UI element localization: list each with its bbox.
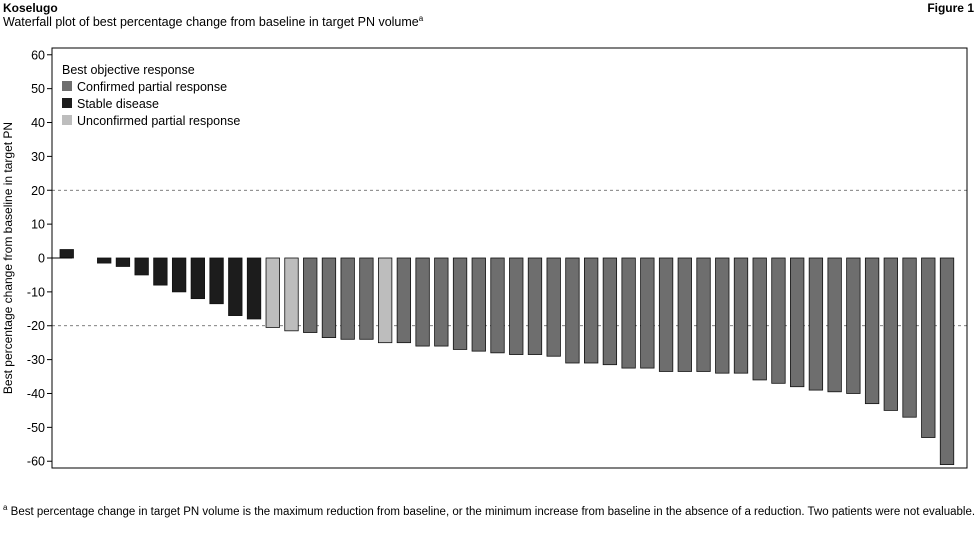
bar-patient-45 bbox=[883, 257, 898, 411]
legend-label-upr: Unconfirmed partial response bbox=[77, 114, 240, 128]
bar-patient-46 bbox=[902, 257, 917, 418]
bar-patient-7 bbox=[171, 257, 187, 293]
bar-patient-16 bbox=[340, 257, 355, 340]
bar-patient-12 bbox=[265, 257, 280, 328]
bar-patient-42 bbox=[827, 257, 842, 393]
y-tick-label: 10 bbox=[31, 218, 45, 232]
bar-patient-1 bbox=[59, 249, 74, 259]
bar-patient-14 bbox=[303, 257, 318, 333]
y-tick-label: -10 bbox=[27, 285, 45, 299]
bar-patient-3 bbox=[97, 257, 112, 264]
bar-patient-4 bbox=[115, 257, 131, 267]
bar-patient-21 bbox=[434, 257, 449, 347]
y-tick-label: 60 bbox=[31, 48, 45, 62]
bar-patient-8 bbox=[190, 257, 205, 300]
footnote: a Best percentage change in target PN vo… bbox=[3, 503, 975, 518]
figure-label: Figure 1 bbox=[927, 1, 974, 15]
subtitle-text: Waterfall plot of best percentage change… bbox=[3, 15, 419, 30]
bar-patient-27 bbox=[546, 257, 561, 357]
y-tick-label: -60 bbox=[27, 455, 45, 469]
bar-patient-28 bbox=[565, 257, 580, 364]
bar-patient-15 bbox=[321, 257, 337, 338]
subtitle-footnote-marker: a bbox=[418, 14, 424, 23]
y-tick-label: 40 bbox=[31, 116, 45, 130]
y-tick-label: 0 bbox=[38, 252, 45, 266]
bar-patient-31 bbox=[621, 257, 636, 369]
y-axis: 60 50 40 30 20 10 0 -10 -20 -30 -40 -50 -60 bbox=[27, 47, 968, 469]
y-tick-label: 20 bbox=[31, 184, 45, 198]
bars bbox=[59, 249, 955, 466]
bar-patient-24 bbox=[490, 257, 505, 354]
y-tick-label: -30 bbox=[27, 353, 45, 367]
bar-patient-5 bbox=[134, 257, 149, 276]
bar-patient-47 bbox=[921, 257, 936, 438]
bar-patient-9 bbox=[209, 257, 224, 305]
bar-patient-11 bbox=[246, 257, 262, 320]
bar-patient-41 bbox=[808, 257, 824, 391]
bar-patient-25 bbox=[509, 257, 524, 355]
bar-patient-10 bbox=[228, 257, 243, 316]
legend: Best objective response Confirmed partial… bbox=[62, 63, 240, 128]
bar-patient-32 bbox=[640, 257, 655, 369]
legend-swatch-sd bbox=[62, 98, 72, 108]
y-tick-label: 50 bbox=[31, 82, 45, 96]
bar-patient-35 bbox=[696, 257, 711, 372]
legend-swatch-cpr bbox=[62, 81, 72, 91]
y-tick-label: 30 bbox=[31, 150, 45, 164]
legend-swatch-upr bbox=[62, 115, 72, 125]
chart-subtitle: Waterfall plot of best percentage change… bbox=[3, 14, 423, 29]
bar-patient-40 bbox=[790, 257, 805, 388]
bar-patient-17 bbox=[359, 257, 374, 340]
brand-name: Koselugo bbox=[3, 1, 58, 15]
y-tick-label: -40 bbox=[27, 387, 45, 401]
bar-patient-34 bbox=[677, 257, 692, 372]
y-axis-label: Best percentage change from baseline in … bbox=[1, 122, 15, 394]
bar-patient-43 bbox=[846, 257, 861, 394]
bar-patient-30 bbox=[602, 257, 618, 366]
bar-patient-19 bbox=[396, 257, 412, 344]
bar-patient-33 bbox=[658, 257, 674, 372]
footnote-text: Best percentage change in target PN volu… bbox=[7, 505, 976, 518]
bar-patient-18 bbox=[377, 257, 393, 344]
bar-patient-23 bbox=[471, 257, 486, 352]
bar-patient-29 bbox=[584, 257, 599, 364]
bar-patient-26 bbox=[527, 257, 543, 355]
footnote-marker: a bbox=[3, 503, 8, 512]
legend-label-sd: Stable disease bbox=[77, 97, 159, 111]
bar-patient-44 bbox=[864, 257, 880, 405]
legend-title: Best objective response bbox=[62, 63, 195, 77]
bar-patient-37 bbox=[733, 257, 749, 374]
bar-patient-39 bbox=[771, 257, 786, 384]
bar-patient-20 bbox=[415, 257, 430, 347]
legend-label-cpr: Confirmed partial response bbox=[77, 80, 227, 94]
bar-patient-13 bbox=[284, 257, 299, 332]
y-tick-label: -20 bbox=[27, 319, 45, 333]
bar-patient-48 bbox=[939, 257, 955, 466]
bar-patient-6 bbox=[153, 257, 168, 286]
bar-patient-22 bbox=[452, 257, 468, 350]
bar-patient-36 bbox=[715, 257, 730, 374]
bar-patient-38 bbox=[752, 257, 767, 381]
y-tick-label: -50 bbox=[27, 421, 45, 435]
